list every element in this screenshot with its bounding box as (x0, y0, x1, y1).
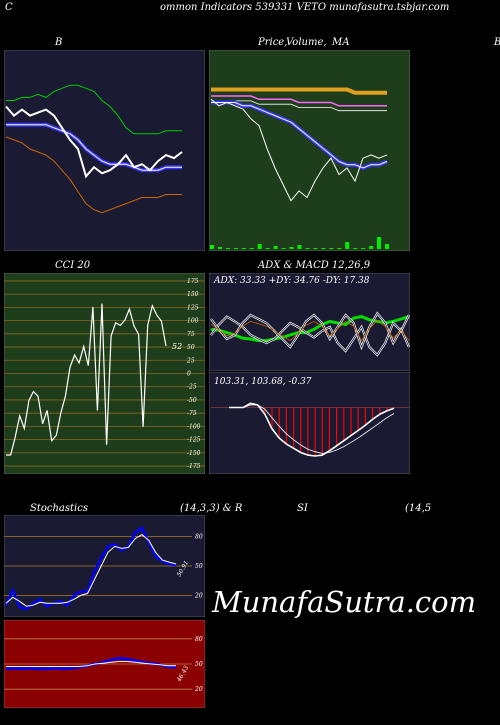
price-line (210, 98, 388, 202)
price-title: Price, (258, 37, 288, 48)
cci-tick-label: 75 (187, 331, 195, 338)
cci-tick-label: 50 (187, 344, 195, 351)
macd-values: 103.31, 103.68, -0.37 (214, 377, 312, 387)
cci-tick-label: 150 (187, 291, 199, 298)
volume-bar (281, 248, 286, 249)
volume-bar (337, 248, 342, 249)
adx-line (210, 315, 410, 343)
cci-tick-label: 175 (187, 278, 199, 285)
stoch-panel: 80 50 20 50.91 (4, 515, 205, 617)
stoch-tick-label: 80 (195, 534, 203, 541)
macd-svg: 103.31, 103.68, -0.37 (209, 372, 410, 474)
cci-tick-label: -100 (187, 423, 201, 430)
cci-tick-label: -125 (187, 437, 201, 444)
bollinger-panel (4, 50, 205, 251)
volume-bar (210, 245, 214, 249)
plus-dy-line-inner (210, 314, 410, 356)
volume-bar (218, 247, 222, 249)
minus-dy-line-inner (210, 312, 410, 349)
volume-bar (289, 247, 294, 249)
price-panel (209, 50, 410, 251)
price-background (209, 50, 410, 251)
volume-title: Volume, (286, 37, 327, 48)
volume-bar (361, 248, 366, 249)
volume-bar (305, 248, 310, 249)
watermark: MunafaSutra.com (212, 585, 477, 619)
cci-tick-label: 100 (187, 318, 199, 325)
cci-tick-label: 25 (186, 357, 195, 364)
rsi-tick-label: 80 (195, 636, 203, 643)
adx-orange-line (210, 319, 410, 342)
volume-bar (313, 248, 318, 249)
bb-middle-band-core (6, 124, 182, 171)
cci-tick-label: 0 (187, 371, 191, 378)
volume-bar (329, 248, 334, 249)
volume-bar (265, 248, 270, 249)
cci-tick-label: -50 (187, 397, 197, 404)
volume-bar (321, 248, 326, 249)
volume-bar (233, 248, 238, 249)
rsi-panel: 80 50 20 46.43 (4, 620, 205, 708)
header-left-letter: C (5, 2, 13, 13)
cci-tick-label: -175 (187, 463, 201, 470)
bollinger-background (4, 50, 205, 251)
ma-mid-line (211, 95, 387, 107)
cci-last-value: 52 (172, 342, 182, 351)
volume-bar (241, 248, 246, 249)
stoch-title: Stochastics (30, 503, 88, 514)
volume-bar (297, 245, 302, 249)
macd-signal-line (229, 404, 395, 454)
right-edge-title: B (494, 37, 500, 48)
cci-panel: 175 150 125 100 75 50 25 0 -25 -50 -75 -100 -125 -150… (4, 273, 205, 474)
bb-price-line (5, 105, 183, 179)
rsi-smooth-line (6, 661, 176, 667)
rsi-tick-label: 20 (194, 686, 203, 693)
volume-bar (257, 244, 262, 249)
bb-upper-band (6, 84, 182, 135)
stoch-params: (14,3,3) & R (180, 503, 243, 514)
stoch-d-line (5, 533, 177, 607)
price-svg (209, 50, 410, 251)
volume-bar (225, 248, 230, 249)
ma-long-line (211, 87, 387, 95)
volume-bar (273, 246, 278, 249)
rsi-tick-label: 50 (195, 661, 203, 668)
macd-panel: 103.31, 103.68, -0.37 (209, 372, 410, 474)
volume-bar (385, 244, 389, 249)
bb-lower-band (5, 136, 182, 214)
bollinger-svg (4, 50, 205, 251)
rsi-params: (14,5 (405, 503, 432, 514)
cci-tick-label: -75 (187, 410, 197, 417)
cci-tick-label: 125 (187, 304, 199, 311)
stoch-tick-label: 20 (194, 592, 203, 599)
bb-title: B (55, 37, 63, 48)
adx-macd-title: ADX & MACD 12,26,9 (258, 260, 371, 271)
cci-svg: 175 150 125 100 75 50 25 0 -25 -50 -75 -100 -125 -150… (4, 273, 205, 474)
adx-panel: ADX: 33.33 +DY: 34.76 -DY: 17.38 (209, 273, 410, 371)
ma-title: MA (332, 37, 350, 48)
ma-short-line-core (211, 102, 388, 169)
cci-tick-label: -25 (187, 384, 197, 391)
page-title: ommon Indicators 539331 VETO munafasutra… (160, 2, 450, 13)
volume-bar (249, 248, 254, 249)
volume-bar (369, 246, 374, 249)
rsi-title: SI (297, 503, 308, 514)
cci-line (6, 303, 167, 456)
cci-tick-label: -150 (187, 450, 201, 457)
adx-values: ADX: 33.33 +DY: 34.76 -DY: 17.38 (213, 276, 370, 286)
adx-svg: ADX: 33.33 +DY: 34.76 -DY: 17.38 (209, 273, 410, 371)
volume-bar (377, 237, 381, 249)
ma-mid-line-inner (211, 100, 387, 112)
cci-title: CCI 20 (55, 260, 91, 271)
volume-bar (353, 248, 358, 249)
volume-bar (345, 242, 350, 249)
stoch-tick-label: 50 (195, 563, 203, 570)
macd-background (209, 372, 410, 474)
